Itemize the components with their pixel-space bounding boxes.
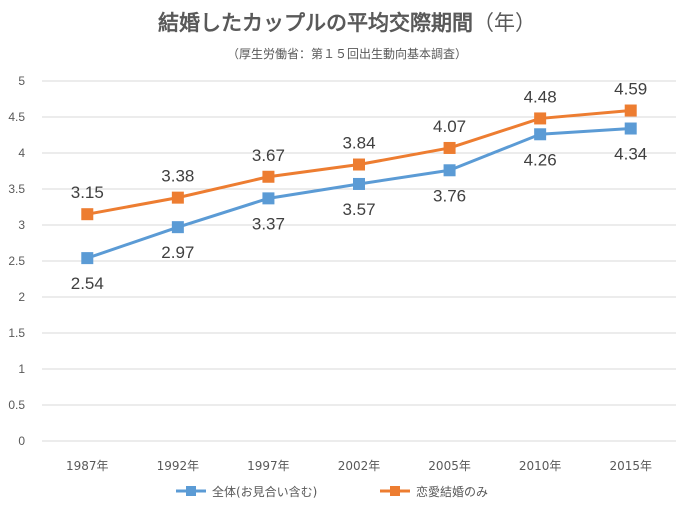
- data-point: [171, 191, 184, 204]
- data-point: [624, 104, 637, 117]
- data-point: [262, 192, 275, 205]
- data-point: [81, 252, 94, 265]
- data-label: 4.07: [433, 117, 466, 136]
- chart-title-main: 結婚したカップルの平均交際期間: [158, 11, 473, 35]
- data-label: 4.26: [524, 150, 557, 169]
- series-layer: [81, 104, 637, 265]
- chart-title-unit: （年）: [473, 11, 536, 35]
- data-point: [353, 177, 365, 190]
- data-point: [443, 141, 456, 154]
- data-point: [353, 158, 365, 171]
- y-tick-label: 0.5: [8, 398, 25, 412]
- data-label: 3.37: [252, 214, 285, 233]
- legend-swatch-marker: [186, 486, 196, 496]
- y-tick-label: 3: [18, 218, 25, 232]
- y-tick-label: 2.5: [8, 254, 25, 268]
- y-tick-label: 2: [18, 290, 25, 304]
- y-tick-label: 0: [18, 434, 25, 448]
- x-tick-label: 1997年: [247, 459, 290, 473]
- series-1: [81, 104, 637, 221]
- y-tick-label: 5: [18, 74, 25, 88]
- data-label: 3.67: [252, 146, 285, 165]
- data-point: [262, 170, 275, 183]
- y-tick-label: 3.5: [8, 182, 25, 196]
- data-label: 4.48: [524, 87, 557, 106]
- x-tick-label: 2005年: [428, 459, 471, 473]
- data-point: [81, 208, 94, 221]
- series-0: [81, 122, 637, 265]
- data-label: 2.97: [161, 243, 194, 262]
- data-point: [534, 128, 547, 141]
- y-tick-label: 4.5: [8, 110, 25, 124]
- data-label: 3.57: [342, 200, 375, 219]
- legend: 全体(お見合い含む) 恋愛結婚のみ: [176, 484, 488, 499]
- y-tick-label: 1.5: [8, 326, 25, 340]
- x-tick-label: 1992年: [157, 459, 200, 473]
- data-label: 2.54: [71, 274, 104, 293]
- data-label: 3.15: [71, 183, 104, 202]
- x-axis-ticks: 1987年 1992年 1997年 2002年 2005年 2010年 2015年: [66, 459, 652, 473]
- data-labels: 2.54 2.97 3.37 3.57 3.76 4.26 4.34 3.15 3.38 3.67…: [71, 80, 648, 294]
- legend-swatch-marker: [390, 486, 400, 496]
- y-tick-label: 4: [18, 146, 25, 160]
- x-tick-label: 1987年: [66, 459, 109, 473]
- legend-item-1: 恋愛結婚のみ: [380, 484, 488, 499]
- data-point: [171, 221, 184, 234]
- data-point: [534, 112, 547, 125]
- data-label: 4.59: [614, 80, 647, 99]
- legend-label: 全体(お見合い含む): [212, 484, 317, 499]
- chart-title: 結婚したカップルの平均交際期間（年）: [158, 11, 536, 35]
- y-tick-label: 1: [18, 362, 25, 376]
- data-label: 3.76: [433, 186, 466, 205]
- chart-subtitle: （厚生労働省：第１５回出生動向基本調査）: [227, 46, 467, 61]
- y-axis-ticks: 0 0.5 1 1.5 2 2.5 3 3.5 4 4.5 5: [8, 74, 25, 448]
- data-label: 3.84: [342, 134, 375, 153]
- data-point: [443, 164, 456, 177]
- legend-item-0: 全体(お見合い含む): [176, 484, 317, 499]
- legend-label: 恋愛結婚のみ: [416, 484, 488, 499]
- x-tick-label: 2010年: [519, 459, 562, 473]
- data-label: 3.38: [161, 167, 194, 186]
- x-tick-label: 2002年: [338, 459, 381, 473]
- data-point: [624, 122, 637, 135]
- data-label: 4.34: [614, 145, 647, 164]
- x-tick-label: 2015年: [609, 459, 652, 473]
